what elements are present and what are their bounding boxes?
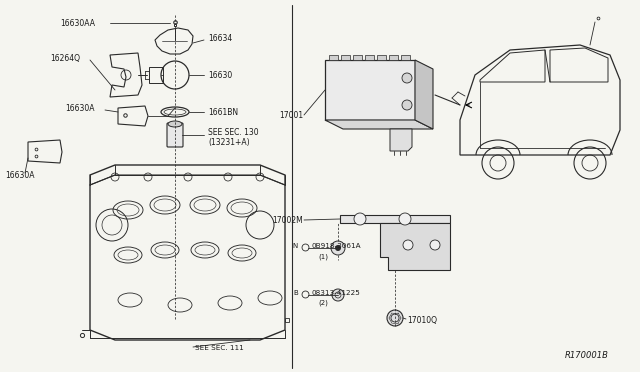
Circle shape <box>402 73 412 83</box>
Text: B: B <box>293 290 298 296</box>
Text: (13231+A): (13231+A) <box>208 138 250 147</box>
Text: 08313-41225: 08313-41225 <box>312 290 361 296</box>
Text: 17010Q: 17010Q <box>407 315 437 324</box>
Text: (2): (2) <box>318 300 328 306</box>
Text: R170001B: R170001B <box>565 350 609 359</box>
Text: 16264Q: 16264Q <box>50 54 80 62</box>
Circle shape <box>399 213 411 225</box>
FancyBboxPatch shape <box>365 55 374 60</box>
Text: 16630AA: 16630AA <box>60 19 95 28</box>
Text: 1661BN: 1661BN <box>208 108 238 116</box>
Text: 16634: 16634 <box>208 33 232 42</box>
Circle shape <box>335 245 341 251</box>
FancyBboxPatch shape <box>353 55 362 60</box>
Polygon shape <box>380 223 450 270</box>
Text: SEE SEC. 111: SEE SEC. 111 <box>195 345 244 351</box>
Polygon shape <box>390 129 412 151</box>
FancyBboxPatch shape <box>329 55 338 60</box>
FancyBboxPatch shape <box>401 55 410 60</box>
Text: 16630A: 16630A <box>65 103 95 112</box>
Circle shape <box>332 289 344 301</box>
Ellipse shape <box>168 121 182 127</box>
Circle shape <box>402 100 412 110</box>
Polygon shape <box>340 215 450 223</box>
Text: (1): (1) <box>318 254 328 260</box>
Text: 17002M: 17002M <box>272 215 303 224</box>
Text: 0B918-3061A: 0B918-3061A <box>312 243 362 249</box>
Polygon shape <box>325 60 415 120</box>
Text: 17001: 17001 <box>279 110 303 119</box>
Circle shape <box>430 240 440 250</box>
Text: SEE SEC. 130: SEE SEC. 130 <box>208 128 259 137</box>
Circle shape <box>354 213 366 225</box>
Text: 16630: 16630 <box>208 71 232 80</box>
Circle shape <box>387 310 403 326</box>
Circle shape <box>331 241 345 255</box>
FancyBboxPatch shape <box>377 55 386 60</box>
Polygon shape <box>325 120 433 129</box>
Text: N: N <box>292 243 298 249</box>
Circle shape <box>403 240 413 250</box>
Polygon shape <box>415 60 433 129</box>
FancyBboxPatch shape <box>389 55 398 60</box>
FancyBboxPatch shape <box>167 123 183 147</box>
Text: 16630A: 16630A <box>5 170 35 180</box>
FancyBboxPatch shape <box>341 55 350 60</box>
